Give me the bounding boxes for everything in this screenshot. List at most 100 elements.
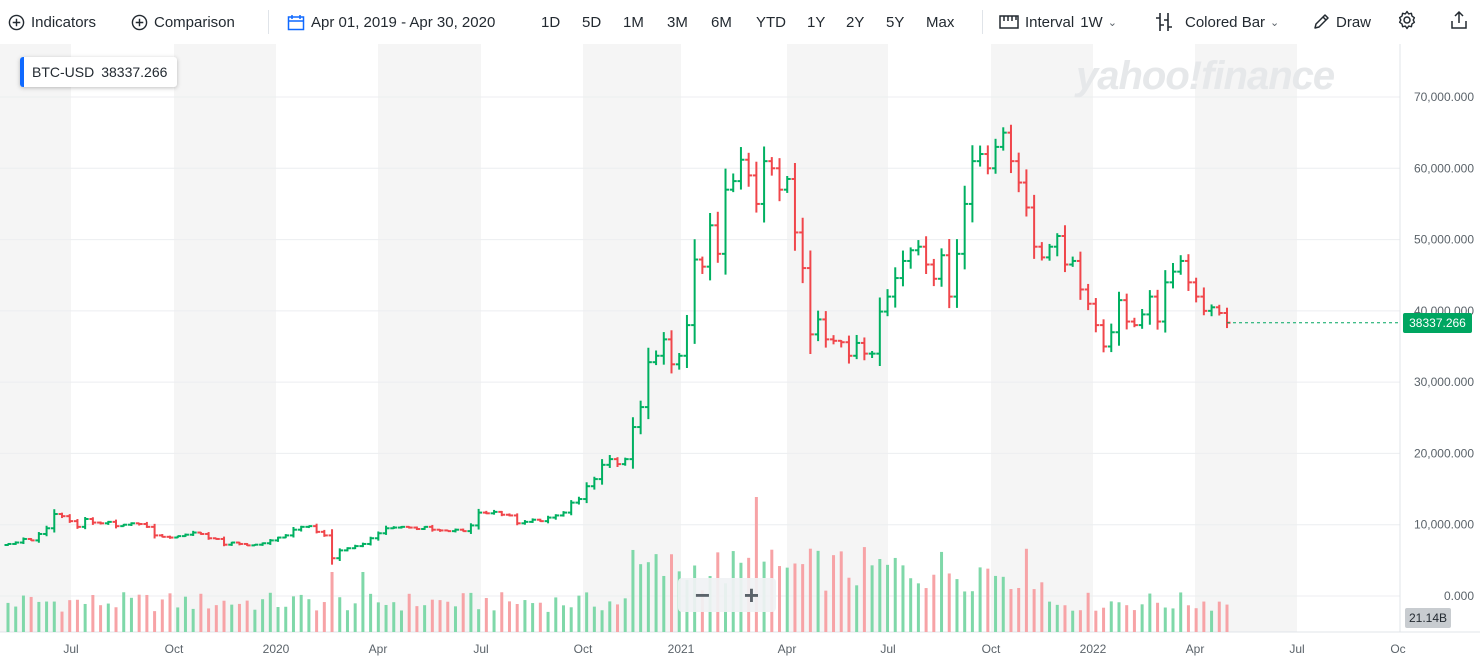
volume-bar: [423, 605, 427, 632]
range-label: 1D: [541, 13, 561, 31]
volume-bar: [801, 564, 805, 632]
volume-bar: [978, 567, 982, 632]
range-max[interactable]: Max: [926, 0, 954, 44]
quarter-band: [1195, 44, 1297, 632]
volume-bar: [600, 610, 604, 632]
range-3m[interactable]: 3M: [667, 0, 688, 44]
price-chart[interactable]: 70,000.00060,000.00050,000.00040,000.000…: [0, 44, 1480, 662]
volume-bar: [878, 559, 882, 632]
quarter-band: [787, 44, 888, 632]
x-tick-label: Apr: [778, 642, 797, 656]
volume-bar: [245, 600, 249, 632]
volume-bar: [68, 600, 72, 632]
ticker-badge[interactable]: BTC-USD 38337.266: [20, 57, 178, 87]
volume-bar: [616, 604, 619, 632]
volume-bar: [1186, 605, 1190, 632]
zoom-in-button[interactable]: +: [743, 579, 760, 610]
range-label: 5D: [582, 13, 602, 31]
volume-bar: [1102, 607, 1106, 632]
volume-bar: [554, 597, 558, 632]
volume-bar: [1117, 602, 1121, 632]
x-tick-label: Apr: [1186, 642, 1205, 656]
y-tick-label: 60,000.000: [1414, 161, 1474, 175]
volume-bar: [623, 598, 627, 632]
comparison-button[interactable]: Comparison: [131, 0, 235, 44]
toolbar-divider: [268, 10, 269, 34]
indicators-button[interactable]: Indicators: [8, 0, 96, 44]
range-1m[interactable]: 1M: [623, 0, 644, 44]
zoom-controls: − +: [678, 578, 776, 612]
volume-bar: [754, 497, 758, 632]
interval-selector[interactable]: Interval 1W ⌄: [999, 0, 1117, 44]
volume-bar: [222, 600, 226, 632]
quarter-band: [0, 44, 71, 632]
x-tick-label: Oct: [574, 642, 593, 656]
date-range-picker[interactable]: Apr 01, 2019 - Apr 30, 2020: [287, 0, 495, 44]
volume-bar: [893, 557, 897, 632]
volume-bar: [1217, 601, 1221, 632]
settings-button[interactable]: [1397, 0, 1417, 44]
volume-bar: [353, 603, 357, 632]
x-tick-label: Jul: [63, 642, 78, 656]
volume-bar: [1225, 604, 1229, 632]
share-icon: [1450, 10, 1468, 34]
y-tick-label: 0.000: [1444, 589, 1474, 603]
quarter-band: [378, 44, 481, 632]
range-label: Max: [926, 13, 955, 31]
volume-bar: [1125, 605, 1129, 632]
volume-bar: [183, 596, 187, 632]
range-label: 3M: [667, 13, 688, 31]
volume-bar: [52, 601, 56, 632]
range-6m[interactable]: 6M: [711, 0, 732, 44]
volume-bar: [261, 599, 265, 632]
y-tick-label: 70,000.000: [1414, 90, 1474, 104]
range-label: 1M: [623, 13, 644, 31]
volume-bar: [1140, 604, 1144, 632]
volume-bar: [870, 565, 874, 632]
comparison-label: Comparison: [154, 13, 235, 31]
range-label: YTD: [756, 13, 786, 31]
volume-bar: [106, 603, 110, 632]
volume-bar: [276, 607, 280, 632]
chevron-down-icon: ⌄: [1107, 16, 1117, 29]
volume-bar: [322, 602, 326, 632]
volume-bar: [376, 602, 380, 632]
draw-button[interactable]: Draw: [1312, 0, 1371, 44]
volume-bar: [994, 575, 998, 632]
range-5y[interactable]: 5Y: [886, 0, 904, 44]
share-button[interactable]: [1450, 0, 1468, 44]
volume-bar: [91, 595, 95, 632]
range-label: 5Y: [886, 13, 905, 31]
quarter-band: [583, 44, 681, 632]
range-label: 2Y: [846, 13, 865, 31]
volume-bar: [909, 578, 913, 632]
chart-type-selector[interactable]: Colored Bar ⌄: [1153, 0, 1279, 44]
pencil-icon: [1312, 13, 1330, 31]
volume-bar: [407, 593, 411, 632]
zoom-out-button[interactable]: −: [694, 579, 711, 610]
x-tick-label: Oct: [165, 642, 184, 656]
volume-bar: [484, 598, 488, 632]
volume-bar: [361, 572, 365, 632]
volume-bar: [670, 554, 674, 632]
volume-bar: [585, 592, 589, 632]
range-1d[interactable]: 1D: [541, 0, 560, 44]
volume-bar: [176, 607, 180, 632]
volume-bar: [1063, 605, 1067, 632]
volume-bar: [940, 551, 944, 632]
range-1y[interactable]: 1Y: [807, 0, 825, 44]
volume-bar: [145, 594, 149, 632]
range-ytd[interactable]: YTD: [756, 0, 786, 44]
y-tick-label: 30,000.000: [1414, 375, 1474, 389]
volume-bar: [816, 550, 820, 632]
chart-area[interactable]: 70,000.000 60,000.000 50,000.000 40,000.000…: [0, 44, 1480, 662]
range-5d[interactable]: 5D: [582, 0, 601, 44]
x-tick-label: Oc: [1390, 642, 1405, 656]
volume-bar: [955, 579, 959, 632]
volume-bar: [986, 568, 990, 632]
volume-bar: [970, 591, 974, 632]
volume-bar: [546, 611, 550, 632]
volume-bar: [160, 599, 164, 632]
range-2y[interactable]: 2Y: [846, 0, 864, 44]
volume-bar: [662, 575, 666, 632]
